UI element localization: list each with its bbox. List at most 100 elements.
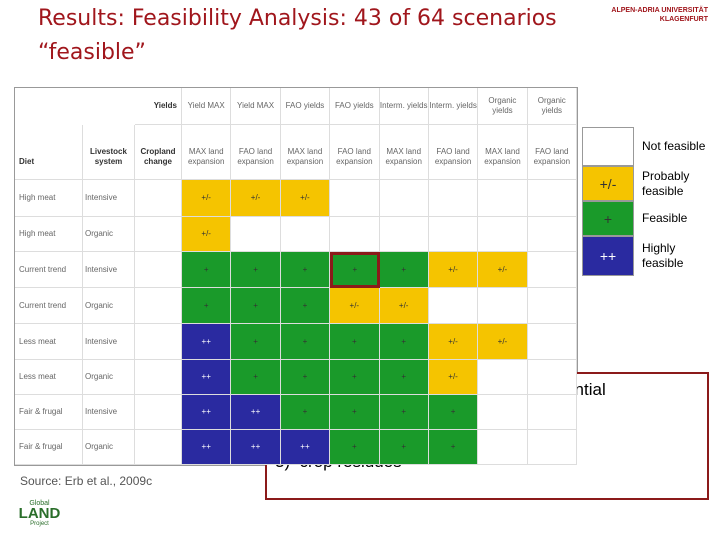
feasibility-cell: +/- — [182, 180, 232, 217]
logo-text: Project — [30, 521, 49, 527]
feasibility-cell — [478, 430, 528, 465]
feasibility-cell: + — [330, 324, 380, 360]
feasibility-cell: +/- — [478, 324, 528, 360]
header-cell: FAO yields — [330, 88, 380, 125]
cell — [135, 430, 182, 465]
feasibility-cell — [478, 395, 528, 430]
logo: ALPEN-ADRIA UNIVERSITÄT KLAGENFURT — [611, 7, 708, 23]
row-label: Intensive — [83, 395, 135, 430]
feasibility-cell — [478, 180, 528, 217]
feasibility-cell: + — [280, 252, 331, 288]
row-label: Organic — [83, 360, 135, 395]
feasibility-cell: + — [231, 360, 281, 395]
feasibility-cell: + — [330, 252, 380, 288]
row-label: Less meat — [15, 360, 83, 395]
header-cell: Diet — [15, 125, 83, 180]
feasibility-cell: + — [231, 324, 281, 360]
feasibility-cell — [428, 180, 479, 217]
legend-label: Not feasible — [642, 139, 706, 153]
cell — [135, 395, 182, 430]
feasibility-cell: + — [428, 430, 479, 465]
title: “feasible” — [38, 40, 146, 65]
cell — [135, 180, 182, 217]
legend-swatch: + — [582, 201, 634, 236]
header-cell: MAX land expansion — [280, 125, 331, 180]
feasibility-cell: +/- — [330, 288, 380, 324]
feasibility-cell — [478, 217, 528, 252]
header-cell: FAO land expansion — [527, 125, 577, 180]
header-cell: FAO yields — [280, 88, 331, 125]
logo-text: Global — [29, 500, 50, 507]
feasibility-cell — [527, 324, 577, 360]
feasibility-cell: + — [280, 360, 331, 395]
legend-swatch — [582, 127, 634, 166]
feasibility-cell: + — [280, 324, 331, 360]
feasibility-cell — [280, 217, 331, 252]
feasibility-cell: ++ — [231, 395, 281, 430]
header-cell: Organic yields — [478, 88, 528, 125]
title: Results: Feasibility Analysis: 43 of 64 … — [38, 6, 557, 31]
feasibility-cell: + — [231, 252, 281, 288]
row-label: Less meat — [15, 324, 83, 360]
header-cell: MAX land expansion — [478, 125, 528, 180]
feasibility-cell: +/- — [231, 180, 281, 217]
feasibility-cell: +/- — [428, 324, 479, 360]
row-label: Fair & frugal — [15, 430, 83, 465]
row-label: Intensive — [83, 252, 135, 288]
legend-label: Highly feasible — [642, 241, 684, 270]
feasibility-cell: +/- — [428, 360, 479, 395]
feasibility-cell: +/- — [280, 180, 331, 217]
feasibility-cell: + — [379, 360, 429, 395]
header-cell: Interm. yields — [379, 88, 429, 125]
header-cell: Interm. yields — [428, 88, 479, 125]
feasibility-cell — [428, 217, 479, 252]
feasibility-cell — [379, 217, 429, 252]
row-label: Intensive — [83, 324, 135, 360]
feasibility-cell — [330, 180, 380, 217]
header-cell: Yield MAX — [231, 88, 281, 125]
header-cell: Yields — [135, 88, 182, 125]
cell — [135, 360, 182, 395]
header-cell: MAX land expansion — [182, 125, 232, 180]
row-label: Current trend — [15, 288, 83, 324]
feasibility-cell: ++ — [182, 360, 232, 395]
feasibility-cell: + — [330, 430, 380, 465]
cell — [135, 324, 182, 360]
legend-swatch: ++ — [582, 236, 634, 276]
header-cell: FAO land expansion — [330, 125, 380, 180]
feasibility-cell — [231, 217, 281, 252]
header-cell: Yield MAX — [182, 88, 232, 125]
row-label: Organic — [83, 430, 135, 465]
feasibility-cell — [527, 252, 577, 288]
feasibility-cell: +/- — [379, 288, 429, 324]
feasibility-cell — [527, 288, 577, 324]
feasibility-cell: +/- — [478, 252, 528, 288]
feasibility-cell: + — [330, 360, 380, 395]
row-label: Intensive — [83, 180, 135, 217]
row-label: Fair & frugal — [15, 395, 83, 430]
feasibility-cell: ++ — [182, 395, 232, 430]
row-label: Organic — [83, 217, 135, 252]
footer-logo: Global LAND Project — [12, 500, 67, 536]
feasibility-cell — [527, 217, 577, 252]
header-cell: Cropland change — [135, 125, 182, 180]
feasibility-cell: + — [280, 395, 331, 430]
feasibility-cell: + — [428, 395, 479, 430]
feasibility-cell — [527, 360, 577, 395]
row-label: Organic — [83, 288, 135, 324]
logo-text: LAND — [18, 505, 61, 522]
source: Source: Erb et al., 2009c — [20, 474, 153, 488]
header-cell: Livestock system — [83, 125, 135, 180]
feasibility-cell — [527, 395, 577, 430]
header-cell: MAX land expansion — [379, 125, 429, 180]
feasibility-cell: + — [379, 324, 429, 360]
header-cell: Organic yields — [527, 88, 577, 125]
cell — [135, 288, 182, 324]
feasibility-cell: + — [280, 288, 331, 324]
cell — [135, 217, 182, 252]
feasibility-cell — [527, 430, 577, 465]
row-label: High meat — [15, 217, 83, 252]
row-label: High meat — [15, 180, 83, 217]
feasibility-cell: + — [330, 395, 380, 430]
